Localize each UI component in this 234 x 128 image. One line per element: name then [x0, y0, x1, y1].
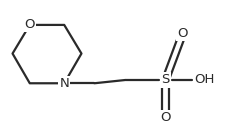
Text: O: O: [25, 18, 35, 31]
Text: S: S: [161, 73, 170, 87]
Text: N: N: [59, 77, 69, 90]
Text: OH: OH: [194, 73, 215, 87]
Text: O: O: [177, 27, 188, 40]
Text: O: O: [160, 111, 171, 124]
